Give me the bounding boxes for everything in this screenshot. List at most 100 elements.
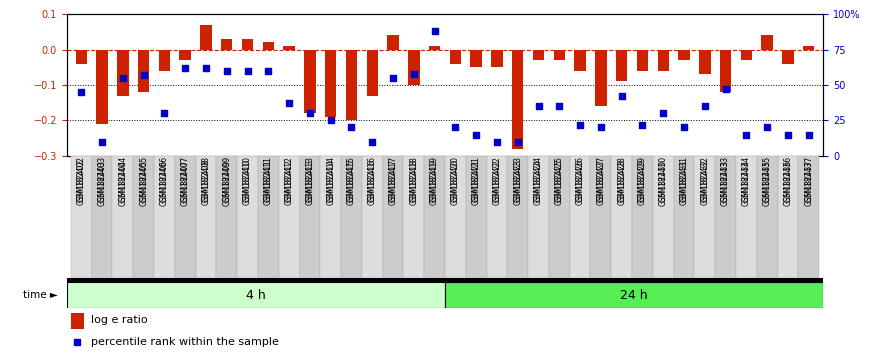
Bar [756,156,778,278]
Bar [242,39,254,50]
Point [158,110,172,116]
Text: GSM182436: GSM182436 [783,156,792,202]
Text: GSM182424: GSM182424 [534,159,543,205]
Point [698,103,712,109]
Bar [782,50,794,64]
Text: 24 h: 24 h [620,289,648,302]
Text: GSM182405: GSM182405 [139,156,148,202]
Point [427,28,441,34]
Text: GSM182437: GSM182437 [805,156,813,202]
Bar [180,50,191,60]
Bar [221,39,232,50]
Text: GSM182416: GSM182416 [368,156,376,202]
Text: GSM182411: GSM182411 [263,156,273,202]
Point [740,132,754,137]
Text: 4 h: 4 h [246,289,266,302]
Bar [200,25,212,50]
Bar [736,156,756,278]
Bar [798,156,819,278]
Bar [367,50,378,96]
Bar [258,156,279,278]
Bar [653,156,674,278]
Point [469,132,483,137]
Point [511,139,525,144]
Point [70,340,85,346]
Text: GSM182404: GSM182404 [118,159,127,206]
Point [303,110,317,116]
Text: GSM182408: GSM182408 [201,156,211,202]
Text: GSM182425: GSM182425 [554,159,563,205]
Text: GSM182437: GSM182437 [805,159,813,206]
Point [718,86,732,92]
Text: GSM182421: GSM182421 [472,159,481,205]
Point [240,68,255,74]
Point [760,125,774,130]
Text: GSM182432: GSM182432 [700,159,709,205]
Point [802,132,816,137]
Text: log e ratio: log e ratio [91,315,148,325]
Text: time ►: time ► [23,290,58,300]
Bar [445,156,465,278]
Bar [740,50,752,60]
Text: GSM182414: GSM182414 [327,156,336,202]
Text: GSM182413: GSM182413 [305,159,314,205]
Bar [71,156,92,278]
Bar [549,156,570,278]
Point [490,139,504,144]
Bar [387,35,399,50]
Bar [716,156,736,278]
Bar [67,278,823,282]
Bar [528,156,549,278]
Bar [803,46,814,50]
Bar [429,46,441,50]
Point [220,68,234,74]
Bar [117,50,128,96]
Bar [134,156,154,278]
Text: GSM182412: GSM182412 [285,159,294,205]
Bar [304,50,316,113]
Text: GSM182415: GSM182415 [347,159,356,205]
Bar [70,313,85,329]
Bar [678,50,690,60]
Bar [425,156,445,278]
Bar [96,50,108,124]
Text: GSM182422: GSM182422 [492,159,501,205]
Text: GSM182427: GSM182427 [596,159,605,205]
Point [594,125,608,130]
Text: GSM182416: GSM182416 [368,159,376,205]
Point [136,72,150,78]
Point [573,122,587,127]
Point [449,125,463,130]
Bar [112,156,134,278]
Bar [345,50,357,120]
Text: GSM182418: GSM182418 [409,159,418,205]
Bar [720,50,732,92]
Bar [409,50,419,85]
Bar [471,50,481,67]
Text: GSM182428: GSM182428 [617,159,627,205]
Text: GSM182429: GSM182429 [638,156,647,202]
Text: GSM182403: GSM182403 [98,159,107,206]
Bar [694,156,716,278]
Text: GSM182403: GSM182403 [98,156,107,202]
Bar [636,50,648,71]
Bar [341,156,362,278]
Point [407,71,421,76]
Point [116,75,130,81]
Bar [154,156,174,278]
Text: GSM182434: GSM182434 [742,159,751,206]
Bar [595,50,607,106]
Text: GSM182413: GSM182413 [305,156,314,202]
Bar [158,50,170,71]
Text: GSM182421: GSM182421 [472,156,481,202]
Text: GSM182435: GSM182435 [763,159,772,206]
Text: GSM182423: GSM182423 [514,159,522,205]
Point [344,125,359,130]
Text: GSM182415: GSM182415 [347,156,356,202]
Bar [487,156,507,278]
Point [635,122,650,127]
Point [178,65,192,71]
Bar [383,156,403,278]
Text: GSM182436: GSM182436 [783,159,792,206]
Text: GSM182433: GSM182433 [721,159,730,206]
